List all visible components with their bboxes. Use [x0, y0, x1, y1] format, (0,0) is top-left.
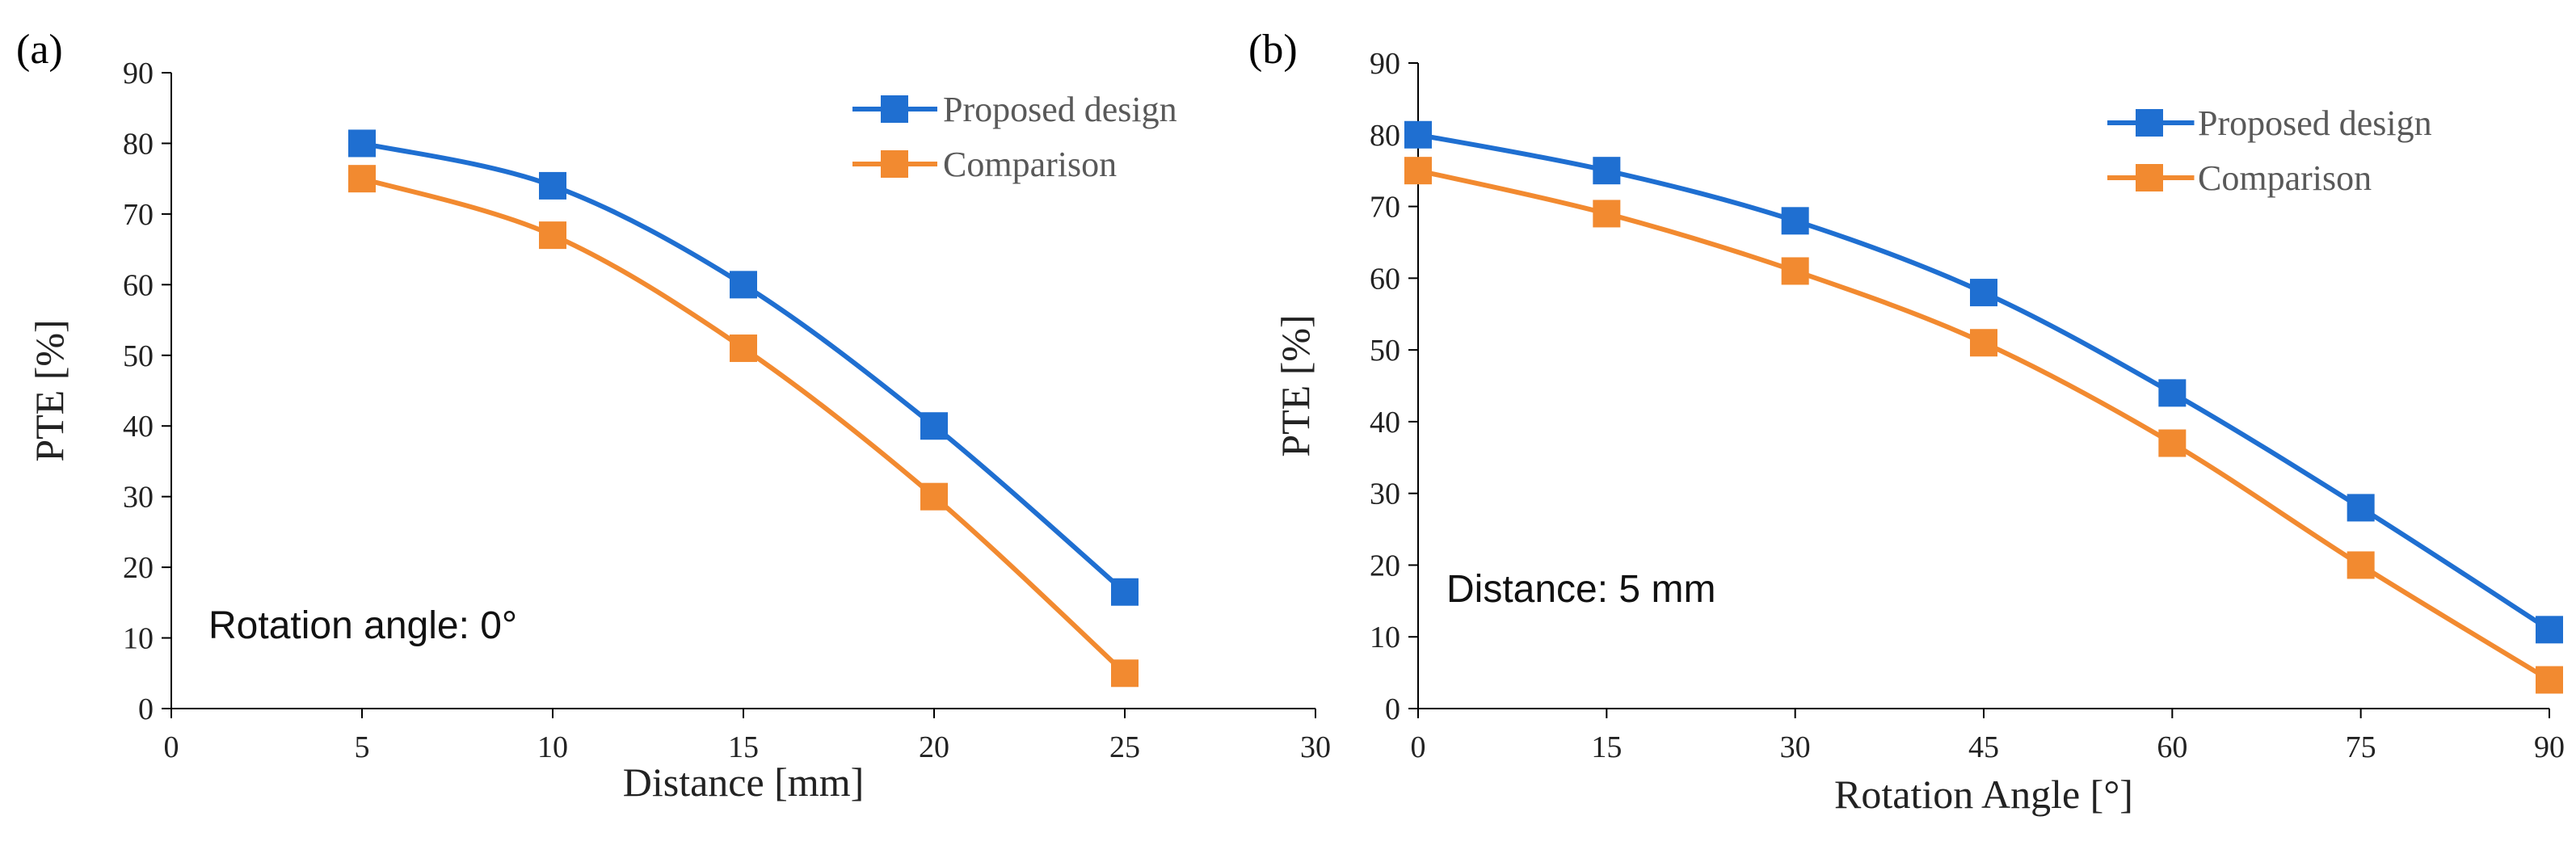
- x-tick-label: 5: [355, 730, 370, 764]
- y-tick-label: 0: [1385, 692, 1400, 726]
- data-point-marker: [2536, 666, 2563, 694]
- x-tick-label: 25: [1109, 730, 1140, 764]
- panel-label: (b): [1248, 27, 1298, 73]
- data-point-marker: [539, 171, 566, 200]
- data-point-marker: [1781, 207, 1809, 235]
- panel-b: 0 10 20 30 40 50 60 70 80 90 0 15 30 45 60 75 90 Rotation…: [1248, 27, 2565, 817]
- x-tick-label: 0: [1411, 730, 1426, 764]
- y-tick-label: 20: [1370, 549, 1400, 583]
- data-point-marker: [2536, 616, 2563, 644]
- legend-label: Comparison: [943, 145, 1117, 184]
- y-tick-label: 90: [1370, 47, 1400, 81]
- data-point-marker: [1111, 578, 1139, 606]
- x-tick-label: 20: [919, 730, 949, 764]
- y-tick-label: 80: [123, 127, 154, 161]
- x-tick-label: 30: [1780, 730, 1811, 764]
- panel-a: 0 10 20 30 40 50 60 70 80 90 0 5 10 15 20 25 30 Distance …: [16, 27, 1331, 805]
- y-tick-label: 60: [1370, 262, 1400, 296]
- data-point-marker: [1970, 279, 1997, 307]
- legend: Proposed design Comparison: [852, 90, 1177, 184]
- x-tick-label: 30: [1300, 730, 1331, 764]
- legend-marker: [2136, 109, 2163, 137]
- data-point-marker: [1970, 329, 1997, 357]
- data-point-marker: [1593, 200, 1621, 228]
- y-tick-label: 10: [1370, 621, 1400, 654]
- annotation-text: Distance: 5 mm: [1446, 568, 1715, 611]
- x-tick-label: 10: [537, 730, 568, 764]
- data-point-marker: [1593, 157, 1621, 185]
- x-tick-label: 60: [2157, 730, 2187, 764]
- y-axis-title: PTE [%]: [27, 319, 72, 461]
- legend-label: Proposed design: [2198, 103, 2432, 143]
- y-tick-label: 30: [123, 481, 154, 515]
- data-point-marker: [1404, 157, 1432, 185]
- x-axis-title: Rotation Angle [°]: [1834, 772, 2133, 817]
- series-comparison: [1404, 157, 2563, 694]
- series-comparison: [348, 165, 1139, 688]
- data-point-marker: [730, 271, 757, 299]
- annotation-text: Rotation angle: 0°: [208, 604, 517, 647]
- y-tick-label: 60: [123, 268, 154, 302]
- y-tick-label: 30: [1370, 477, 1400, 511]
- data-point-marker: [348, 165, 376, 193]
- x-tick-label: 90: [2534, 730, 2565, 764]
- data-point-marker: [2158, 379, 2187, 407]
- data-point-marker: [348, 129, 376, 158]
- legend-label: Proposed design: [943, 90, 1177, 129]
- y-tick-label: 90: [123, 57, 154, 90]
- x-tick-label: 45: [1968, 730, 1999, 764]
- x-axis-title: Distance [mm]: [623, 759, 865, 805]
- data-point-marker: [920, 412, 948, 440]
- y-tick-label: 70: [123, 198, 154, 232]
- y-tick-label: 50: [123, 339, 154, 373]
- legend: Proposed design Comparison: [2107, 103, 2432, 198]
- data-point-marker: [730, 334, 757, 363]
- x-tick-label: 15: [1591, 730, 1622, 764]
- y-axis-title: PTE [%]: [1273, 314, 1318, 456]
- data-point-marker: [2347, 551, 2375, 579]
- y-tick-label: 40: [123, 410, 154, 444]
- legend-marker: [881, 95, 908, 123]
- series-proposed-design: [1404, 120, 2563, 644]
- x-tick-label: 15: [728, 730, 759, 764]
- data-point-marker: [2158, 429, 2187, 457]
- data-point-marker: [539, 221, 566, 250]
- y-tick-label: 40: [1370, 406, 1400, 440]
- legend-label: Comparison: [2198, 158, 2372, 198]
- panel-label: (a): [16, 27, 63, 73]
- y-tick-label: 80: [1370, 119, 1400, 153]
- legend-marker: [881, 150, 908, 178]
- y-tick-label: 70: [1370, 191, 1400, 225]
- data-point-marker: [920, 482, 948, 511]
- y-tick-label: 10: [123, 622, 154, 656]
- y-tick-label: 20: [123, 551, 154, 585]
- data-point-marker: [1404, 120, 1432, 149]
- series-line: [360, 176, 1127, 676]
- y-tick-label: 50: [1370, 334, 1400, 368]
- data-point-marker: [2347, 494, 2375, 522]
- series-proposed-design: [348, 129, 1139, 606]
- x-tick-label: 0: [164, 730, 179, 764]
- x-tick-label: 75: [2346, 730, 2376, 764]
- legend-marker: [2136, 164, 2163, 191]
- data-point-marker: [1781, 257, 1809, 285]
- y-tick-label: 0: [138, 692, 154, 726]
- data-point-marker: [1111, 659, 1139, 688]
